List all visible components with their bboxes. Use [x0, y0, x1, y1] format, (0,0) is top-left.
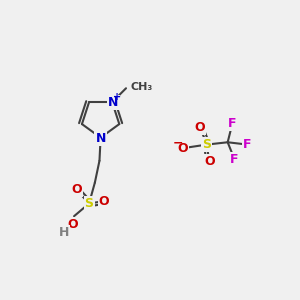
Text: H: H: [58, 226, 69, 239]
Text: +: +: [113, 92, 121, 102]
Text: −: −: [173, 136, 183, 149]
Text: S: S: [85, 197, 94, 210]
Text: F: F: [230, 153, 239, 166]
Text: N: N: [108, 96, 119, 109]
Text: O: O: [99, 195, 110, 208]
Text: F: F: [228, 117, 236, 130]
Text: S: S: [202, 138, 211, 151]
Text: N: N: [95, 132, 106, 145]
Text: O: O: [195, 121, 205, 134]
Text: O: O: [204, 155, 214, 168]
Text: O: O: [68, 218, 78, 231]
Text: F: F: [243, 138, 252, 151]
Text: O: O: [177, 142, 188, 154]
Text: O: O: [71, 183, 82, 196]
Text: CH₃: CH₃: [130, 82, 152, 92]
